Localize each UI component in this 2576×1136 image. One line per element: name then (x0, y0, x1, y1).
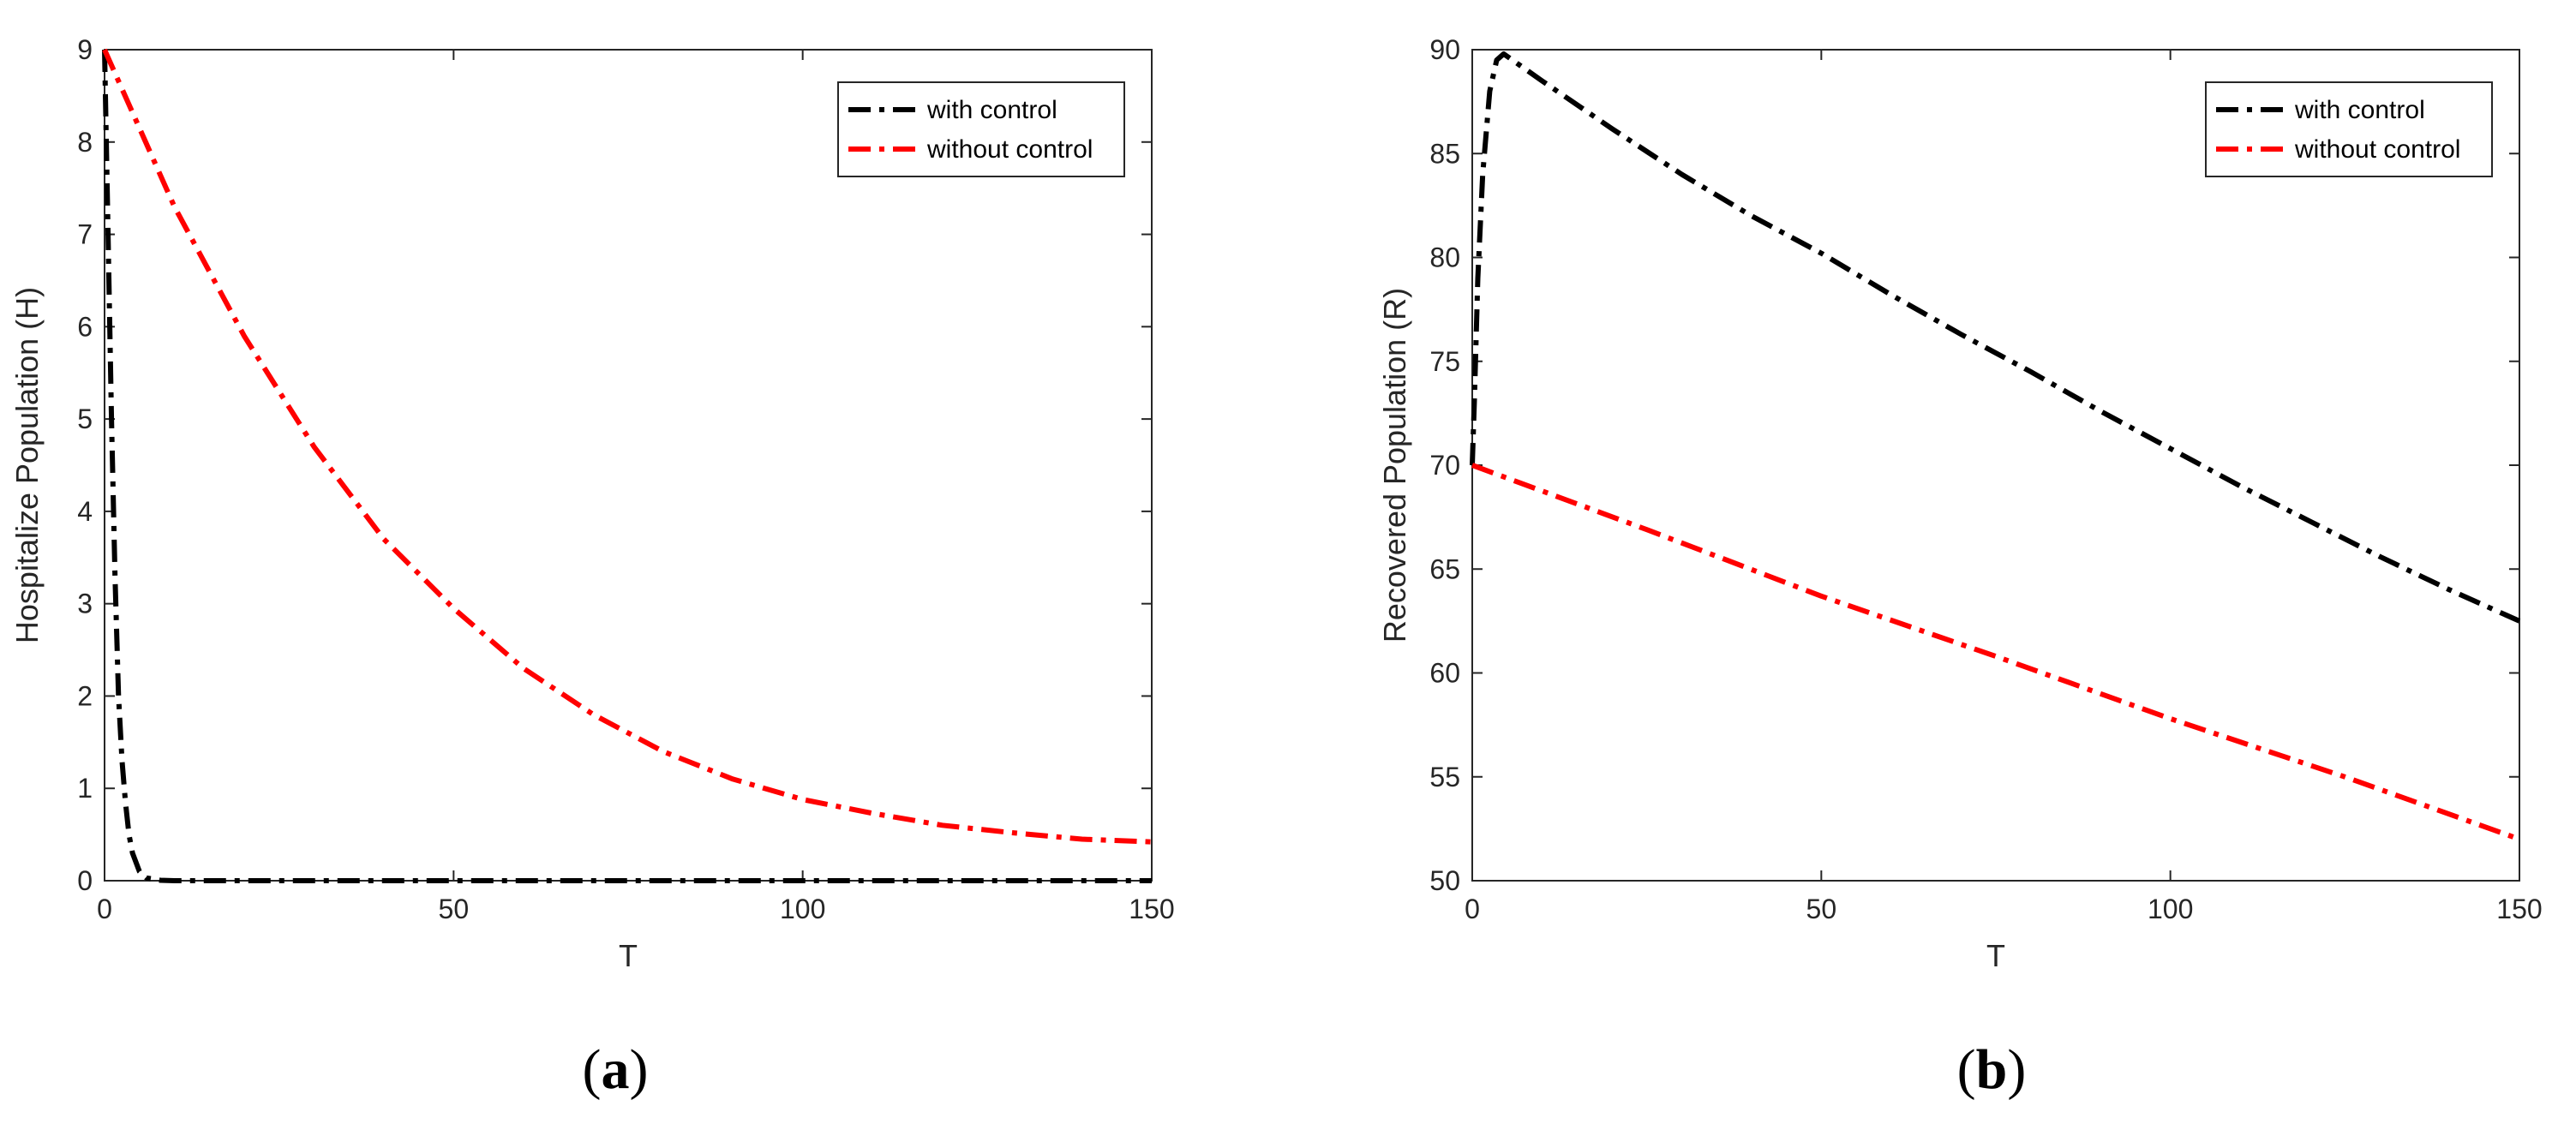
series-line-without-control (102, 48, 1153, 845)
panel-a: 0 50 100 150 0 1 2 3 4 5 6 7 8 9 T Hospitalize Populati… (9, 34, 1175, 973)
legend-box (837, 81, 1125, 177)
y-tick-label: 65 (1429, 553, 1460, 584)
y-tick-label: 50 (1429, 865, 1460, 896)
y-tick-label: 1 (77, 773, 93, 804)
y-tick-label: 8 (77, 127, 93, 158)
y-tick-label: 55 (1429, 762, 1460, 792)
x-axis-label: T (1986, 938, 2005, 973)
series-line-with-control (102, 49, 1152, 883)
x-tick-label: 150 (1129, 894, 1174, 924)
y-tick-label: 4 (77, 496, 93, 527)
y-tick-label: 3 (77, 589, 93, 619)
y-tick-label: 60 (1429, 658, 1460, 689)
legend-entry: without control (2294, 135, 2460, 164)
legend-entry: with control (2294, 96, 2425, 124)
x-tick-label: 100 (780, 894, 825, 924)
series-line-without-control (1471, 463, 2521, 842)
y-tick-label: 9 (77, 34, 93, 65)
x-axis-label: T (619, 938, 638, 973)
y-axis-label: Hospitalize Population (H) (9, 287, 45, 643)
x-tick-label: 0 (97, 894, 112, 924)
y-tick-label: 2 (77, 680, 93, 711)
legend-entry: without control (926, 135, 1093, 164)
y-tick-label: 85 (1429, 138, 1460, 169)
x-tick-label: 100 (2148, 894, 2193, 924)
panel-label-a: (a) (583, 1038, 649, 1101)
panel-label-b: (b) (1957, 1038, 2027, 1101)
plot-area (104, 49, 1153, 882)
y-axis-label: Recovered Population (R) (1377, 288, 1412, 643)
y-tick-label: 70 (1429, 450, 1460, 481)
legend: with control without control (837, 81, 1125, 177)
x-tick-label: 50 (439, 894, 470, 924)
series-line-with-control (1470, 51, 2521, 624)
x-tick-label: 50 (1806, 894, 1837, 924)
legend-box (2205, 81, 2493, 177)
x-tick-label: 150 (2496, 894, 2542, 924)
y-tick-label: 0 (77, 865, 93, 896)
y-tick-label: 90 (1429, 34, 1460, 65)
plot-area (1471, 49, 2520, 882)
legend-entry: with control (926, 96, 1057, 124)
legend: with control without control (2205, 81, 2493, 177)
y-tick-label: 7 (77, 219, 93, 250)
y-tick-label: 80 (1429, 242, 1460, 273)
x-tick-label: 0 (1465, 894, 1480, 924)
y-tick-label: 5 (77, 404, 93, 434)
y-tick-label: 6 (77, 311, 93, 342)
y-tick-label: 75 (1429, 346, 1460, 377)
